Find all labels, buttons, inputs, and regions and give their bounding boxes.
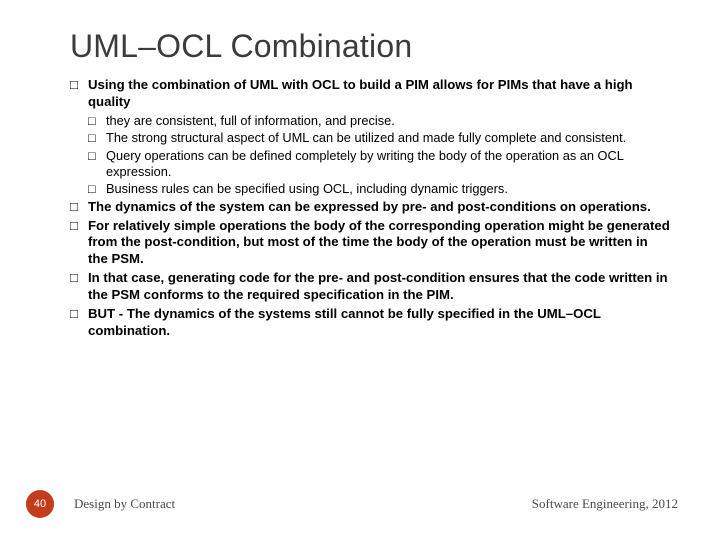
bullet-level1: Using the combination of UML with OCL to… [70, 77, 670, 111]
bullet-level2: The strong structural aspect of UML can … [70, 130, 670, 146]
bullet-level1: In that case, generating code for the pr… [70, 270, 670, 304]
bullet-level1: For relatively simple operations the bod… [70, 218, 670, 269]
page-number-badge: 40 [26, 490, 54, 518]
slide-body: Using the combination of UML with OCL to… [70, 77, 670, 340]
footer-right-text: Software Engineering, 2012 [532, 496, 678, 512]
slide: UML–OCL Combination Using the combinatio… [0, 0, 720, 540]
bullet-level2: Query operations can be defined complete… [70, 148, 670, 181]
bullet-level2: they are consistent, full of information… [70, 113, 670, 129]
slide-title: UML–OCL Combination [70, 28, 670, 65]
footer-left-text: Design by Contract [74, 496, 175, 512]
bullet-level1: The dynamics of the system can be expres… [70, 199, 670, 216]
slide-footer: 40 Design by Contract Software Engineeri… [0, 488, 720, 518]
bullet-level2: Business rules can be specified using OC… [70, 181, 670, 197]
bullet-level1: BUT - The dynamics of the systems still … [70, 306, 670, 340]
